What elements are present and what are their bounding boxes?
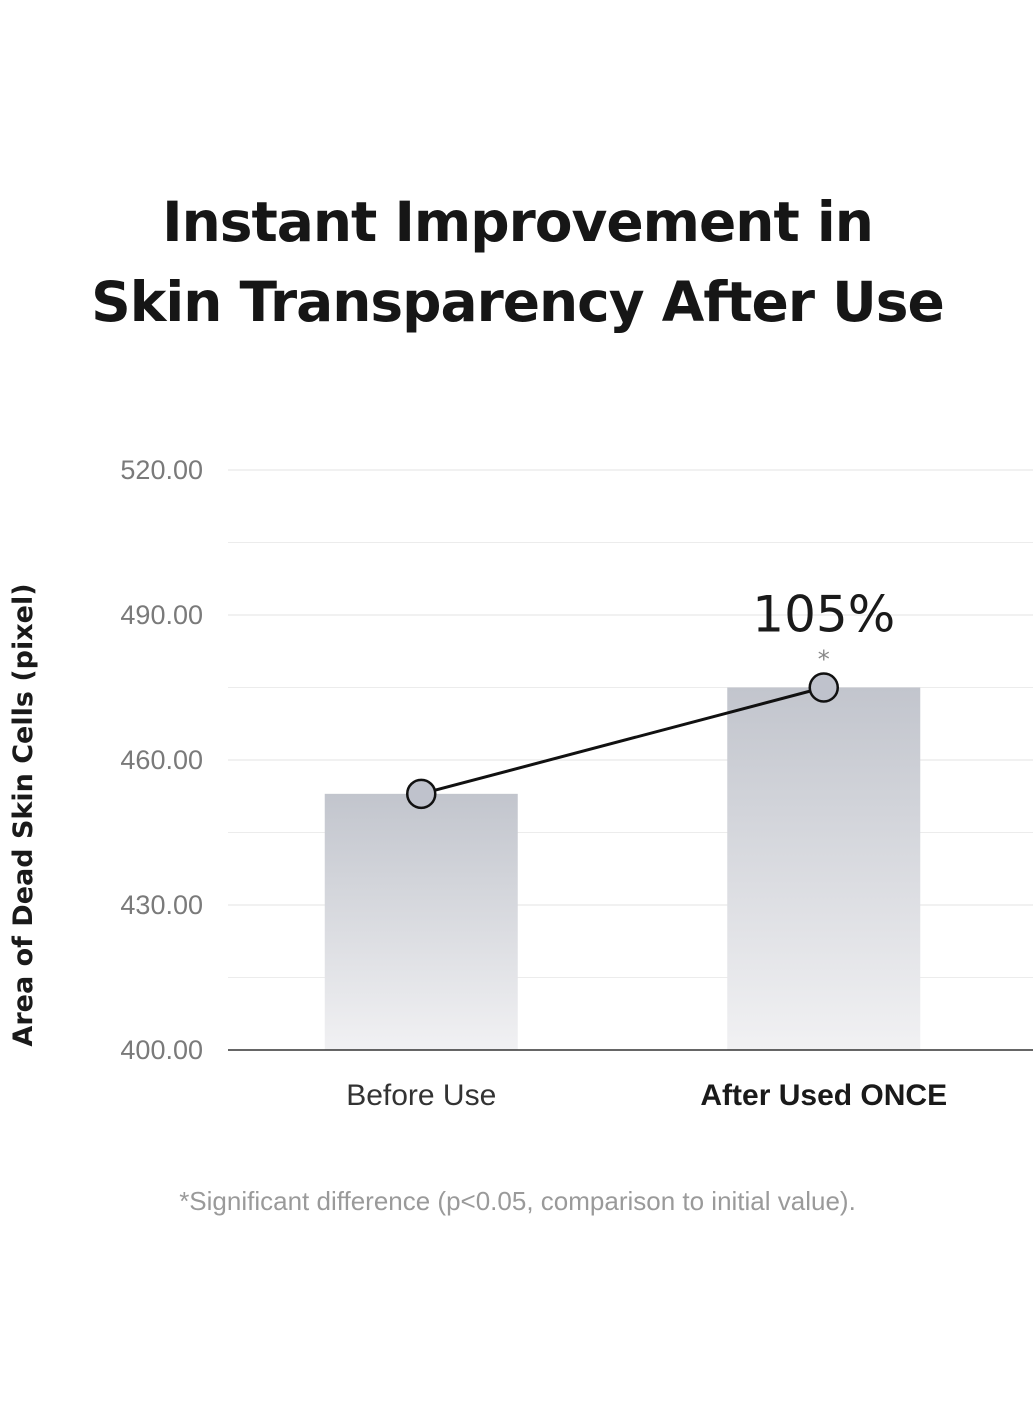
chart-title: Instant Improvement in Skin Transparency… <box>0 182 1035 342</box>
bar-chart: Area of Dead Skin Cells (pixel) 520.00 49… <box>8 455 1033 1112</box>
trend-line-path <box>420 686 825 796</box>
data-point-1 <box>406 778 437 810</box>
footnote: *Significant difference (p<0.05, compari… <box>179 1186 856 1216</box>
bar-2 <box>727 687 921 1050</box>
significance-asterisk: * <box>818 646 830 674</box>
x-tick-labels: Before Use After Used ONCE <box>346 1079 947 1112</box>
bar-1 <box>324 793 518 1050</box>
bars <box>324 687 921 1050</box>
x-tick-label: After Used ONCE <box>700 1079 947 1112</box>
x-tick-label: Before Use <box>346 1079 496 1112</box>
y-tick-label: 490.00 <box>120 600 203 630</box>
chart-title-line-2: Skin Transparency After Use <box>91 270 945 334</box>
y-tick-label: 460.00 <box>120 745 203 775</box>
y-tick-label: 430.00 <box>120 890 203 920</box>
y-tick-labels: 520.00 490.00 460.00 430.00 400.00 <box>120 455 203 1065</box>
y-tick-label: 400.00 <box>120 1035 203 1065</box>
y-axis-label: Area of Dead Skin Cells (pixel) <box>8 583 39 1046</box>
data-point-2 <box>808 672 839 703</box>
chart-title-line-1: Instant Improvement in <box>162 190 874 254</box>
trend-line <box>406 672 839 810</box>
change-percent-label: 105% <box>752 586 895 644</box>
y-tick-label: 520.00 <box>120 455 203 485</box>
